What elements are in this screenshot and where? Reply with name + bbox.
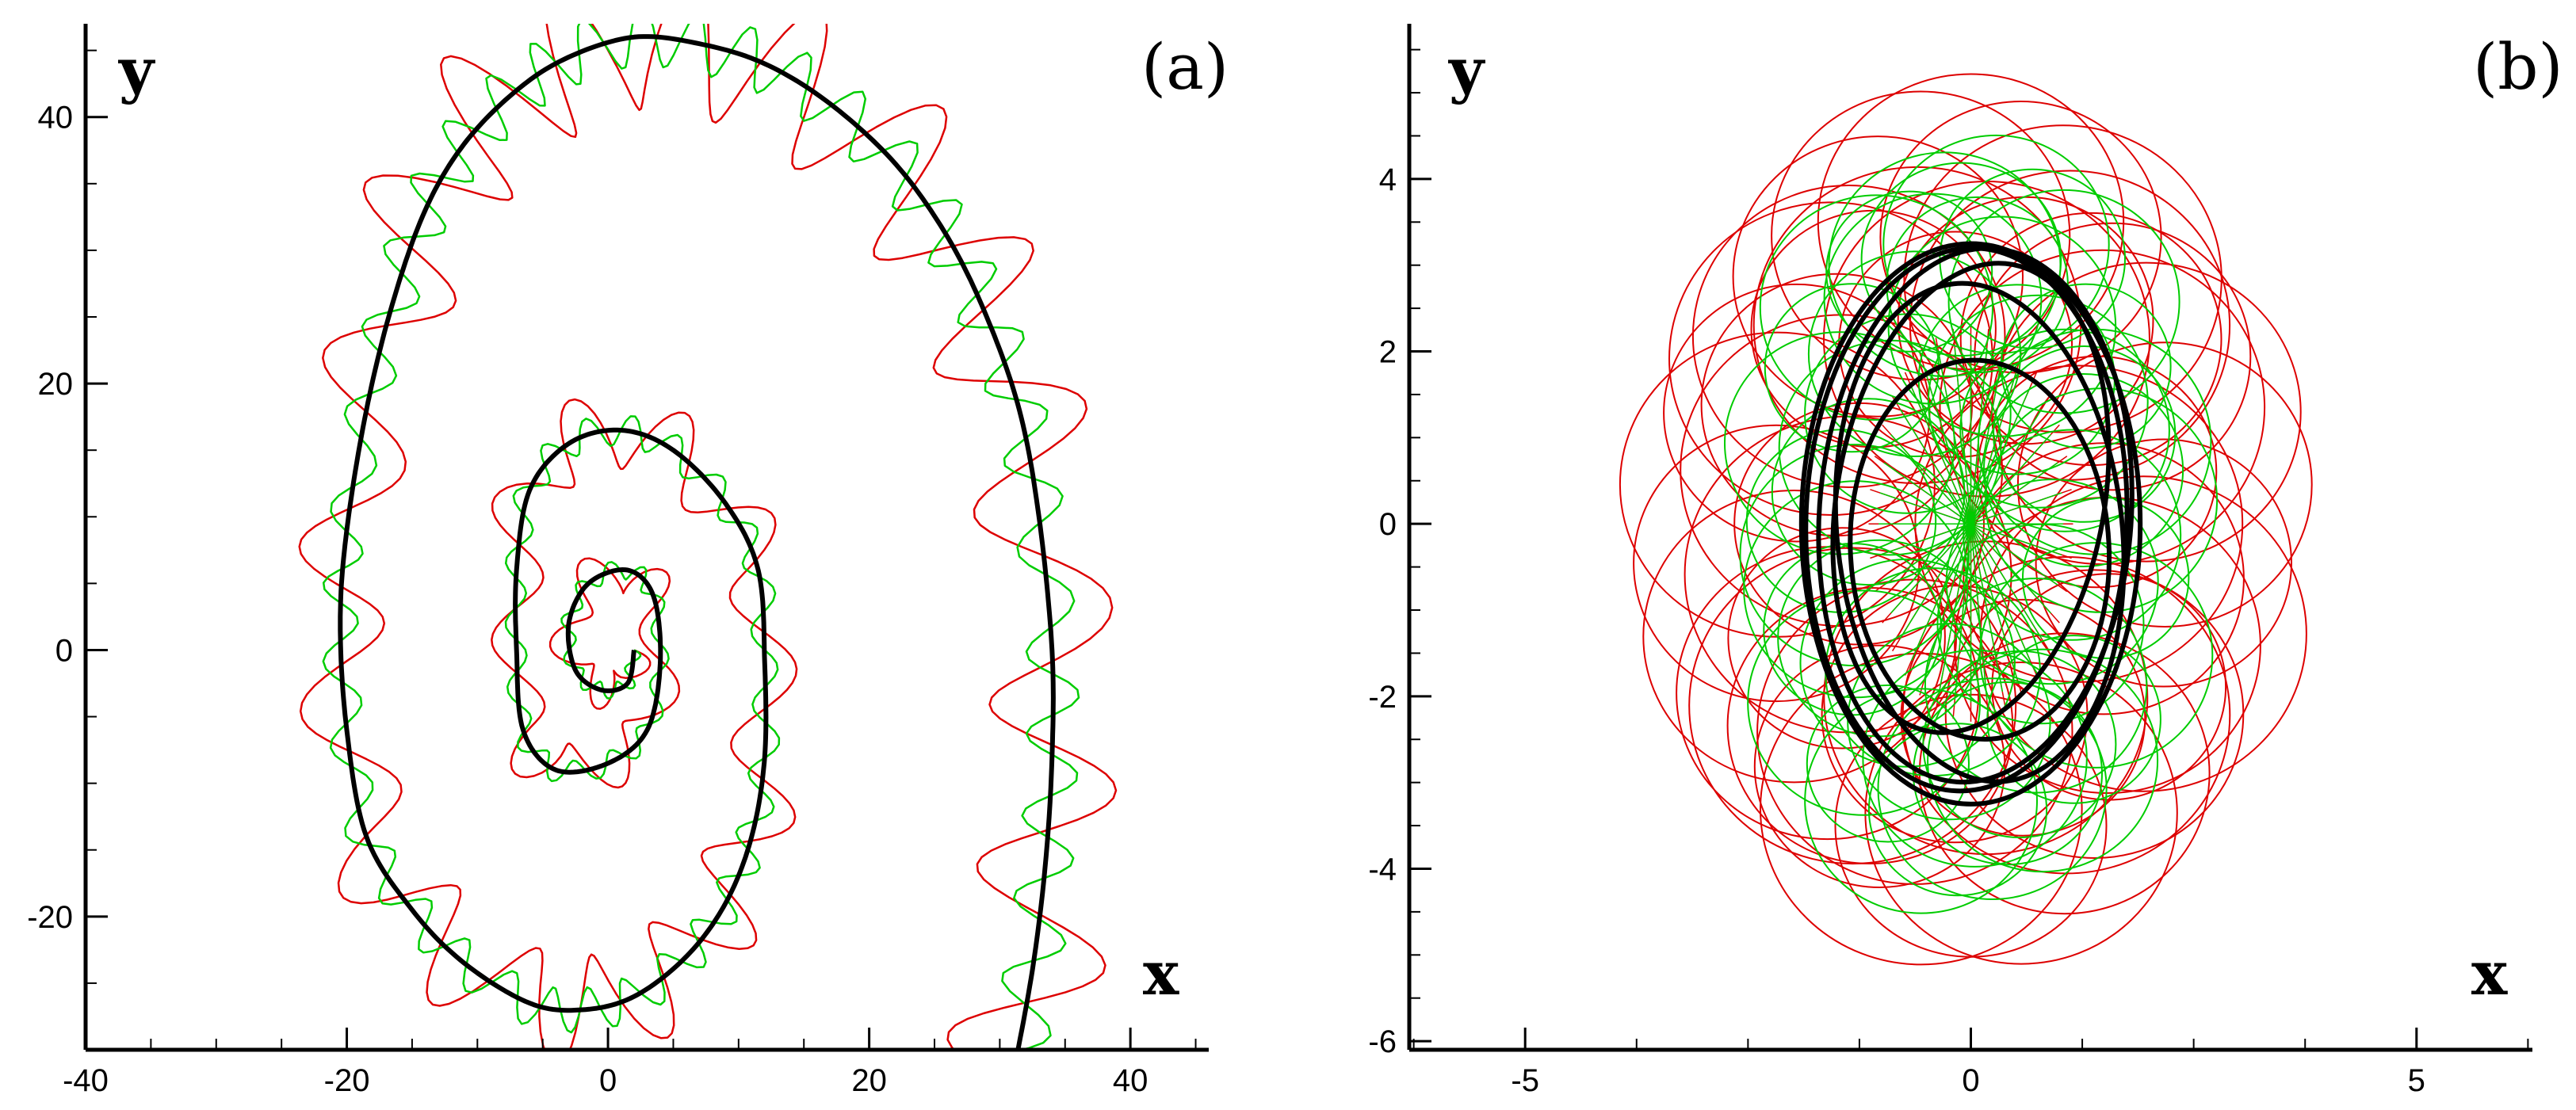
panel-b-axes: -5 0 5 -6 -4 -2 0 2 4: [1368, 24, 2532, 1098]
y-tick-label: 40: [38, 101, 74, 135]
loop: [2035, 438, 2293, 688]
x-tick-label: 20: [851, 1063, 887, 1098]
loop: [1753, 644, 2006, 888]
x-tick-label: 0: [599, 1063, 617, 1098]
loop: [1642, 490, 1946, 784]
y-tick-label: 4: [1379, 162, 1397, 197]
loop: [1924, 578, 2148, 794]
loop: [1903, 124, 2222, 433]
panel-b-series: [1619, 73, 2313, 966]
loop: [1913, 681, 2103, 866]
y-tick-label: 0: [1379, 507, 1397, 542]
loop: [1927, 294, 2149, 509]
loop: [1959, 328, 2170, 532]
orbit: [1830, 261, 2112, 735]
loop: [1691, 185, 2006, 488]
loop: [1806, 684, 1970, 843]
y-tick-label: 0: [55, 633, 73, 668]
x-tick-label: -40: [63, 1063, 109, 1098]
series-green-loops: [1724, 134, 2219, 914]
loop: [1887, 216, 2117, 437]
loop: [1993, 345, 2177, 523]
panel-a-axes: -40 -20 0 20 40 -20 0 20 40: [27, 24, 1209, 1098]
loop: [1882, 134, 2110, 355]
panel-b-label: (b): [2473, 30, 2563, 104]
loop: [1927, 648, 2159, 873]
loop: [1825, 190, 1993, 353]
panel-a: -40 -20 0 20 40 -20 0 20 40 (a) y x: [27, 24, 1229, 1098]
loop: [1867, 723, 2048, 897]
loop: [1862, 649, 2088, 868]
y-tick-label: -20: [27, 900, 73, 935]
loop: [1759, 194, 1993, 421]
series-red-line: [298, 24, 1118, 1050]
loop: [1821, 585, 2089, 844]
loop: [1945, 479, 2159, 685]
y-tick-label: 20: [38, 367, 74, 402]
panel-a-xlabel: x: [1143, 938, 1179, 1009]
loop: [1864, 662, 2178, 965]
series-black-line: [338, 34, 1056, 1050]
y-tick-label: -6: [1368, 1024, 1397, 1059]
loop: [1668, 201, 1993, 517]
loop: [1963, 442, 2245, 715]
inner-crossing: [1879, 492, 2062, 556]
x-tick-label: -5: [1511, 1063, 1539, 1098]
panel-a-label: (a): [1141, 30, 1229, 104]
panel-a-ylabel: y: [118, 35, 155, 105]
series-black-orbits: [1798, 241, 2143, 807]
panel-b-xlabel: x: [2471, 938, 2508, 1009]
x-tick-label: -20: [324, 1063, 370, 1098]
y-tick-label: 2: [1379, 335, 1397, 370]
loop: [1633, 424, 1921, 703]
panel-b-ylabel: y: [1448, 35, 1485, 105]
loop: [1807, 250, 2022, 458]
orbit: [1848, 357, 2112, 742]
y-tick-label: -4: [1368, 852, 1397, 887]
series-green-line: [322, 24, 1080, 1050]
loop: [1823, 193, 2043, 405]
loop: [1847, 623, 2051, 821]
loop: [1828, 151, 2062, 378]
orbit: [1798, 241, 2143, 807]
loop: [1747, 589, 1982, 816]
panel-b: -5 0 5 -6 -4 -2 0 2 4 (b) y x: [1368, 24, 2563, 1098]
series-red-loops: [1619, 73, 2313, 966]
x-tick-label: 40: [1113, 1063, 1148, 1098]
loop: [1974, 222, 2252, 491]
loop: [1982, 373, 2184, 567]
orbit: [1803, 246, 2130, 794]
panel-a-series: [298, 24, 1118, 1050]
x-tick-label: 5: [2408, 1063, 2425, 1098]
y-tick-label: -2: [1368, 680, 1397, 715]
loop: [1804, 688, 2039, 914]
loop: [1732, 135, 2024, 418]
x-tick-label: 0: [1962, 1063, 1979, 1098]
loop: [1877, 677, 2108, 900]
